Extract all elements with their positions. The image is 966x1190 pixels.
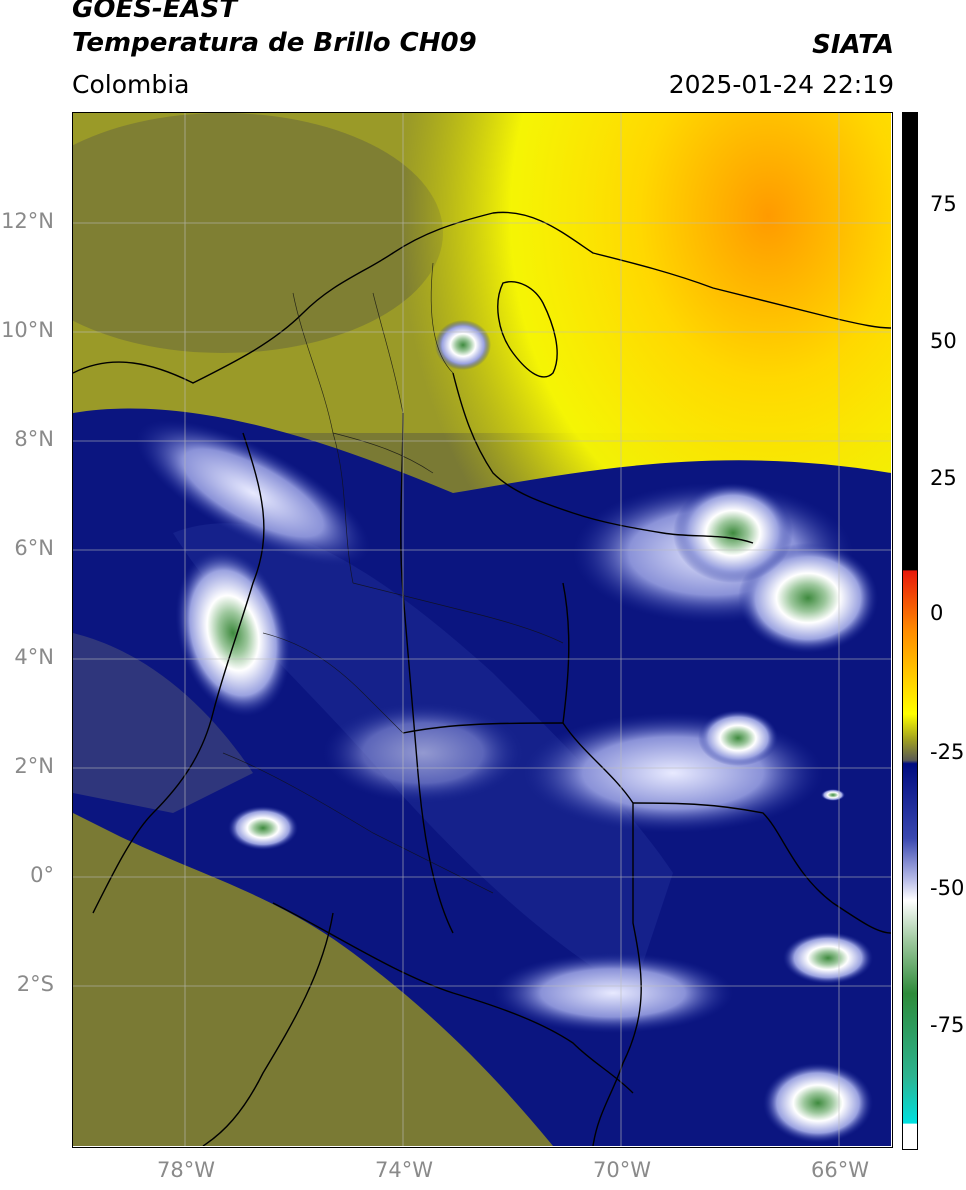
colorbar-tick: 0 — [930, 601, 944, 625]
colorbar-gradient — [903, 113, 917, 1149]
satellite-title: GOES-EAST — [72, 0, 238, 24]
map-image — [73, 113, 891, 1146]
lat-label: 8°N — [14, 427, 54, 451]
colorbar-tick: 25 — [930, 466, 957, 490]
lon-label: 74°W — [375, 1158, 433, 1182]
lat-label: 2°N — [14, 754, 54, 778]
product-title: Temperatura de Brillo CH09 — [72, 28, 477, 58]
lat-label: 2°S — [16, 972, 54, 996]
colorbar-tick: -75 — [930, 1013, 965, 1037]
lat-label: 0° — [30, 863, 54, 887]
timestamp-label: 2025-01-24 22:19 — [668, 70, 894, 99]
region-label: Colombia — [72, 70, 190, 99]
lon-label: 78°W — [157, 1158, 215, 1182]
colorbar-tick: -50 — [930, 876, 965, 900]
lon-label: 66°W — [811, 1158, 869, 1182]
satellite-map[interactable] — [72, 112, 893, 1148]
colorbar-tick: 75 — [930, 192, 957, 216]
lat-label: 6°N — [14, 536, 54, 560]
colorbar-tick: -25 — [930, 740, 965, 764]
lat-label: 10°N — [1, 318, 54, 342]
colorbar — [902, 112, 918, 1150]
organization-label: SIATA — [812, 30, 894, 60]
lon-label: 70°W — [593, 1158, 651, 1182]
lat-label: 4°N — [14, 645, 54, 669]
lat-label: 12°N — [1, 209, 54, 233]
colorbar-tick: 50 — [930, 329, 957, 353]
